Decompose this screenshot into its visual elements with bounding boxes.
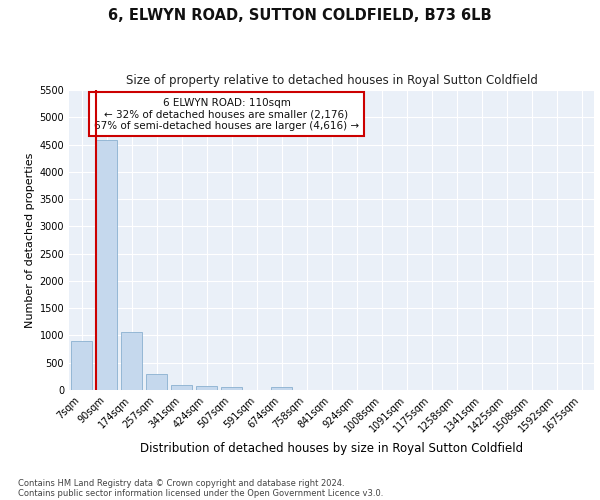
X-axis label: Distribution of detached houses by size in Royal Sutton Coldfield: Distribution of detached houses by size …: [140, 442, 523, 456]
Bar: [171, 385, 192, 390]
Bar: [96, 140, 117, 390]
Bar: [196, 386, 217, 390]
Text: 6 ELWYN ROAD: 110sqm
← 32% of detached houses are smaller (2,176)
67% of semi-de: 6 ELWYN ROAD: 110sqm ← 32% of detached h…: [94, 98, 359, 130]
Y-axis label: Number of detached properties: Number of detached properties: [25, 152, 35, 328]
Bar: [221, 388, 242, 390]
Text: Contains public sector information licensed under the Open Government Licence v3: Contains public sector information licen…: [18, 488, 383, 498]
Text: Contains HM Land Registry data © Crown copyright and database right 2024.: Contains HM Land Registry data © Crown c…: [18, 478, 344, 488]
Bar: [271, 386, 292, 390]
Title: Size of property relative to detached houses in Royal Sutton Coldfield: Size of property relative to detached ho…: [125, 74, 538, 88]
Bar: [121, 332, 142, 390]
Text: 6, ELWYN ROAD, SUTTON COLDFIELD, B73 6LB: 6, ELWYN ROAD, SUTTON COLDFIELD, B73 6LB: [108, 8, 492, 22]
Bar: [146, 374, 167, 390]
Bar: [71, 341, 92, 390]
